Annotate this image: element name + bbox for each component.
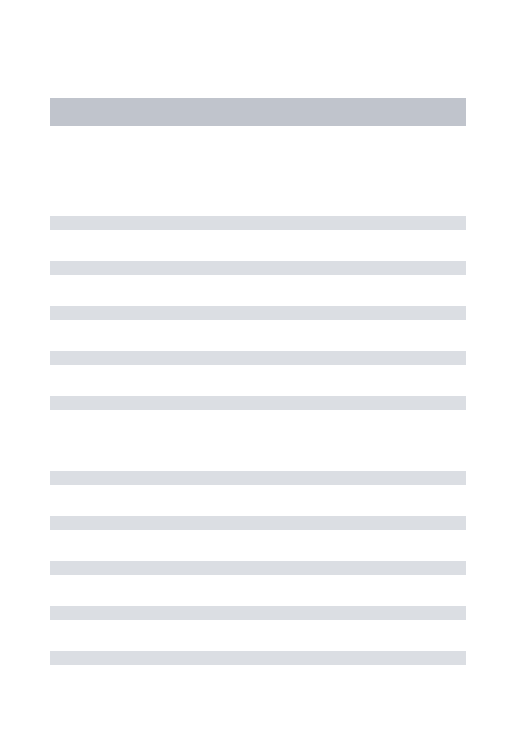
skeleton-document: [0, 0, 516, 746]
skeleton-line: [50, 471, 466, 485]
skeleton-section-2: [50, 471, 466, 665]
skeleton-line: [50, 216, 466, 230]
skeleton-line: [50, 396, 466, 410]
skeleton-line: [50, 561, 466, 575]
skeleton-section-gap: [50, 441, 466, 471]
skeleton-line: [50, 351, 466, 365]
skeleton-line: [50, 516, 466, 530]
skeleton-section-1: [50, 216, 466, 410]
skeleton-line: [50, 651, 466, 665]
skeleton-line: [50, 306, 466, 320]
skeleton-line: [50, 261, 466, 275]
skeleton-line: [50, 606, 466, 620]
skeleton-title: [50, 98, 466, 126]
